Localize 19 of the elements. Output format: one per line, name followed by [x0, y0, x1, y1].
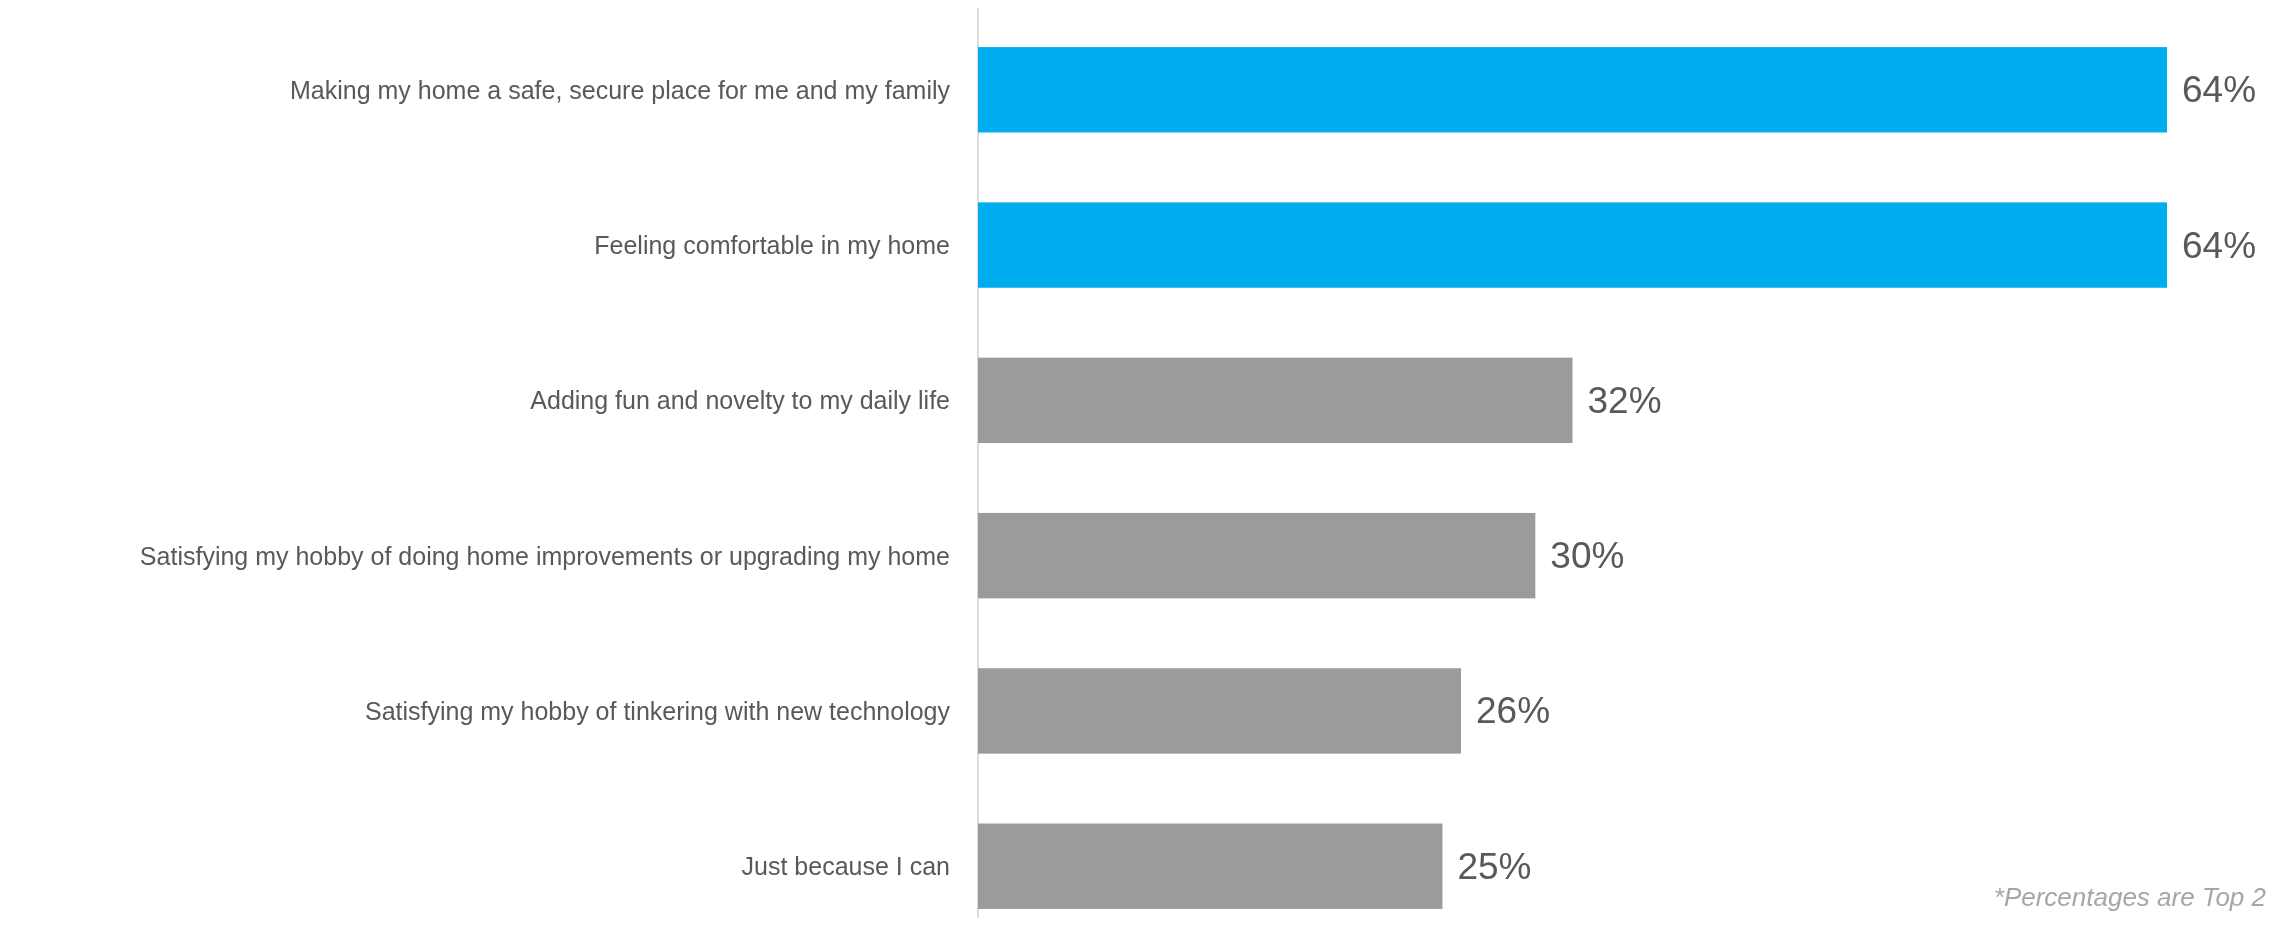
annotation: *Percentages are Top 2	[1993, 882, 2267, 912]
y-tick-label: Satisfying my hobby of tinkering with new technology	[364, 696, 951, 725]
y-tick-label: Making my home a safe, secure place for me and my family	[290, 75, 951, 104]
bar	[978, 47, 2167, 133]
data-label: 32%	[1587, 379, 1662, 421]
bar	[978, 202, 2167, 288]
data-label: 64%	[2182, 69, 2257, 111]
y-tick-label: Satisfying my hobby of doing home improvements or upgrading my home	[139, 541, 950, 570]
y-tick-label: Feeling comfortable in my home	[594, 231, 950, 260]
bar	[978, 512, 1536, 599]
bar	[978, 823, 1443, 909]
data-label: 25%	[1457, 845, 1532, 887]
bar	[978, 668, 1462, 754]
y-tick-label: Adding fun and novelty to my daily life	[530, 386, 950, 415]
data-label: 26%	[1476, 690, 1551, 732]
data-label: 30%	[1550, 535, 1625, 577]
y-tick-label: Just because I can	[741, 852, 950, 881]
bar	[978, 357, 1573, 444]
data-label: 64%	[2182, 224, 2257, 266]
